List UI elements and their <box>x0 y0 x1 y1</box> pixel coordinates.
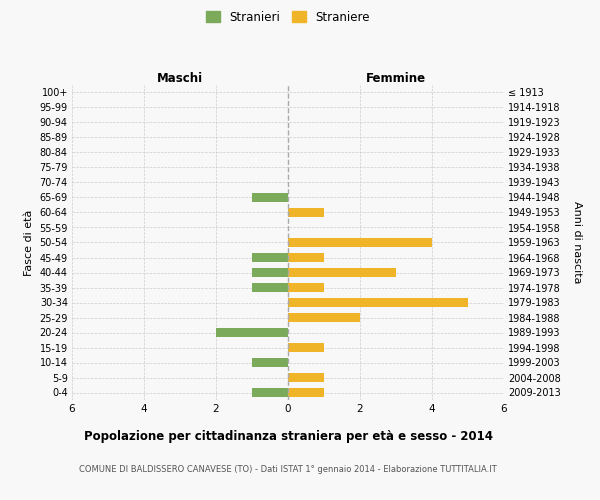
Bar <box>288 312 360 322</box>
Bar <box>252 282 288 292</box>
Text: COMUNE DI BALDISSERO CANAVESE (TO) - Dati ISTAT 1° gennaio 2014 - Elaborazione T: COMUNE DI BALDISSERO CANAVESE (TO) - Dat… <box>79 465 497 474</box>
Bar <box>288 268 396 278</box>
Bar <box>252 358 288 368</box>
Bar <box>288 298 468 308</box>
Bar <box>288 282 324 292</box>
Bar <box>288 372 324 382</box>
Bar <box>288 208 324 218</box>
Y-axis label: Fasce di età: Fasce di età <box>24 210 34 276</box>
Legend: Stranieri, Straniere: Stranieri, Straniere <box>201 6 375 28</box>
Text: Maschi: Maschi <box>157 72 203 85</box>
Y-axis label: Anni di nascita: Anni di nascita <box>572 201 582 284</box>
Text: Femmine: Femmine <box>366 72 426 85</box>
Bar <box>252 388 288 398</box>
Bar <box>252 268 288 278</box>
Bar <box>252 252 288 262</box>
Bar <box>288 252 324 262</box>
Bar <box>252 192 288 202</box>
Text: Popolazione per cittadinanza straniera per età e sesso - 2014: Popolazione per cittadinanza straniera p… <box>83 430 493 443</box>
Bar <box>288 342 324 352</box>
Bar <box>288 238 432 248</box>
Bar <box>288 388 324 398</box>
Bar <box>216 328 288 338</box>
